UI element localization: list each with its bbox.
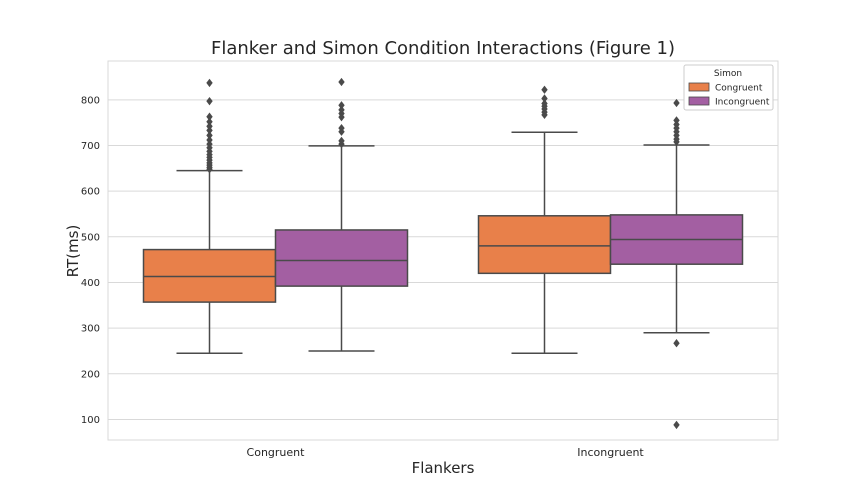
box-congruent-incongruent-iqr bbox=[274, 229, 409, 287]
legend-title: Simon bbox=[714, 69, 742, 79]
box-congruent-incongruent-outlier-3 bbox=[338, 123, 345, 133]
y-tick-labels: 100 200 300 400 500 600 700 800 bbox=[81, 95, 100, 426]
legend-label-congruent: Congruent bbox=[715, 84, 763, 94]
box-incongruent-congruent-outlier-5 bbox=[541, 94, 548, 103]
box-incongruent-incongruent-outlier-0 bbox=[673, 420, 680, 430]
x-tick-label-incongruent: Incongruent bbox=[577, 446, 644, 459]
box-congruent-congruent-outlier-15 bbox=[206, 112, 213, 121]
legend-label-incongruent: Incongruent bbox=[715, 98, 770, 108]
y-tick-label-400: 400 bbox=[81, 278, 100, 289]
y-tick-label-800: 800 bbox=[81, 95, 100, 106]
box-incongruent-congruent-iqr bbox=[477, 215, 612, 275]
x-tick-labels: Congruent Incongruent bbox=[247, 446, 645, 459]
x-axis-label: Flankers bbox=[412, 459, 475, 477]
box-congruent-incongruent-outlier-7 bbox=[338, 101, 345, 110]
plot-area-frame bbox=[107, 60, 779, 441]
box-incongruent-congruent-outlier-6 bbox=[541, 85, 548, 94]
box-incongruent-incongruent-outlier-9 bbox=[673, 98, 680, 108]
legend-swatch-incongruent bbox=[688, 96, 710, 106]
box-congruent-incongruent-outlier-1 bbox=[338, 136, 345, 146]
box-congruent-congruent-outlier-11 bbox=[206, 131, 213, 140]
box-congruent-congruent-outlier-16 bbox=[206, 97, 213, 106]
y-tick-label-700: 700 bbox=[81, 141, 100, 152]
y-tick-label-600: 600 bbox=[81, 187, 100, 198]
y-tick-label-300: 300 bbox=[81, 324, 100, 335]
box-congruent-congruent-outlier-13 bbox=[206, 122, 213, 131]
y-tick-label-200: 200 bbox=[81, 369, 100, 380]
boxes-group bbox=[142, 77, 744, 430]
y-tick-label-500: 500 bbox=[81, 232, 100, 243]
y-axis-label: RT(ms) bbox=[64, 225, 82, 278]
box-incongruent-congruent-outlier-4 bbox=[541, 99, 548, 108]
box-incongruent-incongruent-outlier-1 bbox=[673, 339, 680, 348]
legend: Simon Congruent Incongruent bbox=[683, 64, 774, 111]
box-congruent-incongruent-outlier-6 bbox=[338, 105, 345, 115]
y-tick-label-100: 100 bbox=[81, 415, 100, 426]
legend-swatch-congruent bbox=[688, 82, 710, 92]
chart-title: Flanker and Simon Condition Interactions… bbox=[211, 38, 675, 59]
box-congruent-congruent-outlier-17 bbox=[206, 78, 213, 88]
box-congruent-incongruent-outlier-8 bbox=[338, 77, 345, 87]
box-congruent-congruent-outlier-14 bbox=[206, 117, 213, 126]
box-incongruent-incongruent-outlier-8 bbox=[673, 116, 680, 125]
x-tick-label-congruent: Congruent bbox=[247, 446, 306, 459]
box-congruent-congruent-outlier-10 bbox=[206, 135, 213, 145]
